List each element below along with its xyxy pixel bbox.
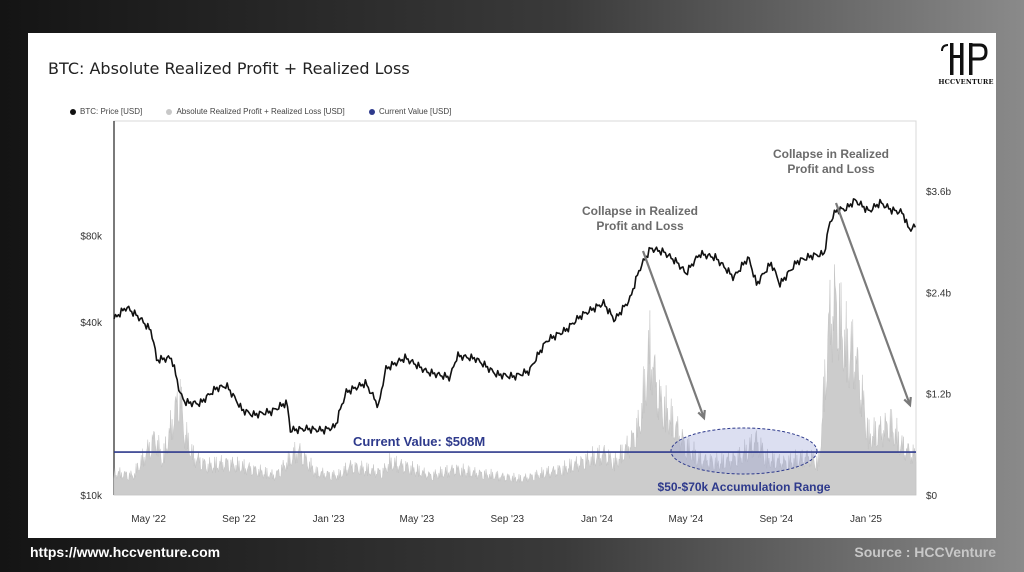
- arrow-collapse-1-head: [697, 409, 706, 421]
- annotation-collapse-1: Collapse in Realized: [582, 204, 698, 218]
- legend-label-realized: Absolute Realized Profit + Realized Loss…: [176, 107, 345, 116]
- y-right-tick-label: $3.6b: [926, 187, 951, 198]
- y-right-tick-label: $1.2b: [926, 390, 951, 401]
- annotation-collapse-2: Profit and Loss: [787, 162, 875, 176]
- arrow-collapse-2-head: [903, 396, 912, 408]
- x-tick-label: May '23: [400, 514, 435, 525]
- legend-item-current: Current Value [USD]: [369, 107, 451, 116]
- chart-plot: May '22 Sep '22 Jan '23 May '23 Sep '23 Jan '…: [80, 120, 951, 525]
- series-realized-pl-area: [113, 264, 917, 496]
- legend-item-price: BTC: Price [USD]: [70, 107, 142, 116]
- arrow-collapse-2-shaft: [834, 202, 912, 406]
- logo-mark-icon: [941, 43, 988, 75]
- series-btc-price-line: [113, 198, 917, 435]
- chart-card: BTC: Absolute Realized Profit + Realized…: [28, 33, 996, 538]
- y-left-tick-label: $40k: [80, 318, 103, 329]
- footer-source: Source : HCCVenture: [854, 544, 996, 560]
- x-tick-label: Jan '25: [850, 514, 882, 525]
- current-value-label: Current Value: $508M: [353, 434, 485, 449]
- x-tick-label: Jan '24: [581, 514, 613, 525]
- y-left-tick-label: $80k: [80, 231, 103, 242]
- annotation-collapse-1: Profit and Loss: [596, 219, 684, 233]
- hccventure-logo: HCCVENTURE: [938, 41, 994, 87]
- accumulation-range-ellipse: [670, 427, 818, 475]
- legend-item-realized: Absolute Realized Profit + Realized Loss…: [166, 107, 345, 116]
- arrow-collapse-1-shaft: [641, 250, 706, 419]
- legend-dot-price: [70, 108, 76, 115]
- x-tick-label: Sep '24: [760, 514, 794, 525]
- x-tick-label: Sep '22: [222, 514, 256, 525]
- annotation-collapse-2: Collapse in Realized: [773, 147, 889, 161]
- x-tick-label: May '22: [131, 514, 166, 525]
- x-tick-label: Jan '23: [313, 514, 345, 525]
- legend-label-current: Current Value [USD]: [379, 107, 452, 116]
- y-left-tick-label: $10k: [80, 491, 103, 502]
- y-right-tick-label: $0: [926, 491, 938, 502]
- chart-title: BTC: Absolute Realized Profit + Realized…: [48, 59, 410, 78]
- x-tick-label: Sep '23: [490, 514, 524, 525]
- footer-url[interactable]: https://www.hccventure.com: [30, 544, 221, 560]
- logo-text: HCCVENTURE: [938, 78, 994, 86]
- chart-legend: BTC: Price [USD] Absolute Realized Profi…: [70, 107, 473, 117]
- legend-label-price: BTC: Price [USD]: [80, 107, 143, 116]
- y-right-tick-label: $2.4b: [926, 288, 951, 299]
- accumulation-range-label: $50-$70k Accumulation Range: [658, 480, 831, 494]
- x-tick-label: May '24: [669, 514, 704, 525]
- legend-dot-realized: [166, 108, 173, 115]
- legend-dot-current: [369, 108, 376, 115]
